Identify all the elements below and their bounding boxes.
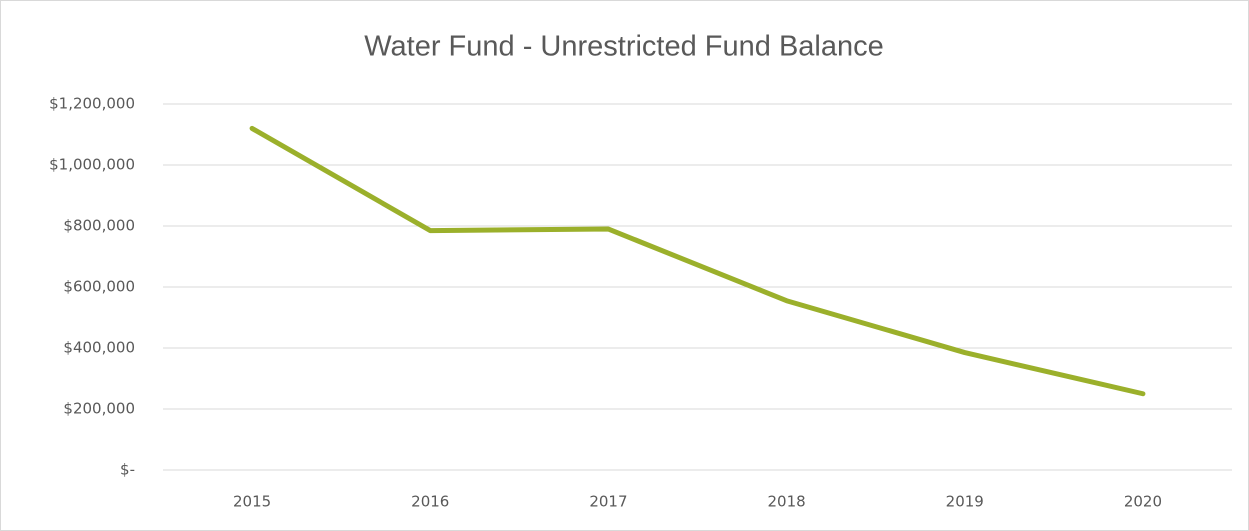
chart-title: Water Fund - Unrestricted Fund Balance: [364, 31, 884, 63]
y-tick-label: $800,000: [63, 217, 135, 235]
x-tick-label: 2015: [233, 493, 271, 511]
x-tick-label: 2018: [767, 493, 805, 511]
x-tick-label: 2016: [411, 493, 449, 511]
x-tick-label: 2017: [589, 493, 627, 511]
series-line: [249, 125, 1146, 397]
y-tick-label: $1,000,000: [49, 156, 135, 174]
y-tick-label: $400,000: [63, 339, 135, 357]
x-tick-label: 2019: [946, 493, 984, 511]
x-tick-label: 2020: [1124, 493, 1162, 511]
y-tick-label: $200,000: [63, 400, 135, 418]
y-tick-label: $600,000: [63, 278, 135, 296]
y-tick-label: $-: [120, 461, 135, 479]
y-tick-label: $1,200,000: [49, 95, 135, 113]
